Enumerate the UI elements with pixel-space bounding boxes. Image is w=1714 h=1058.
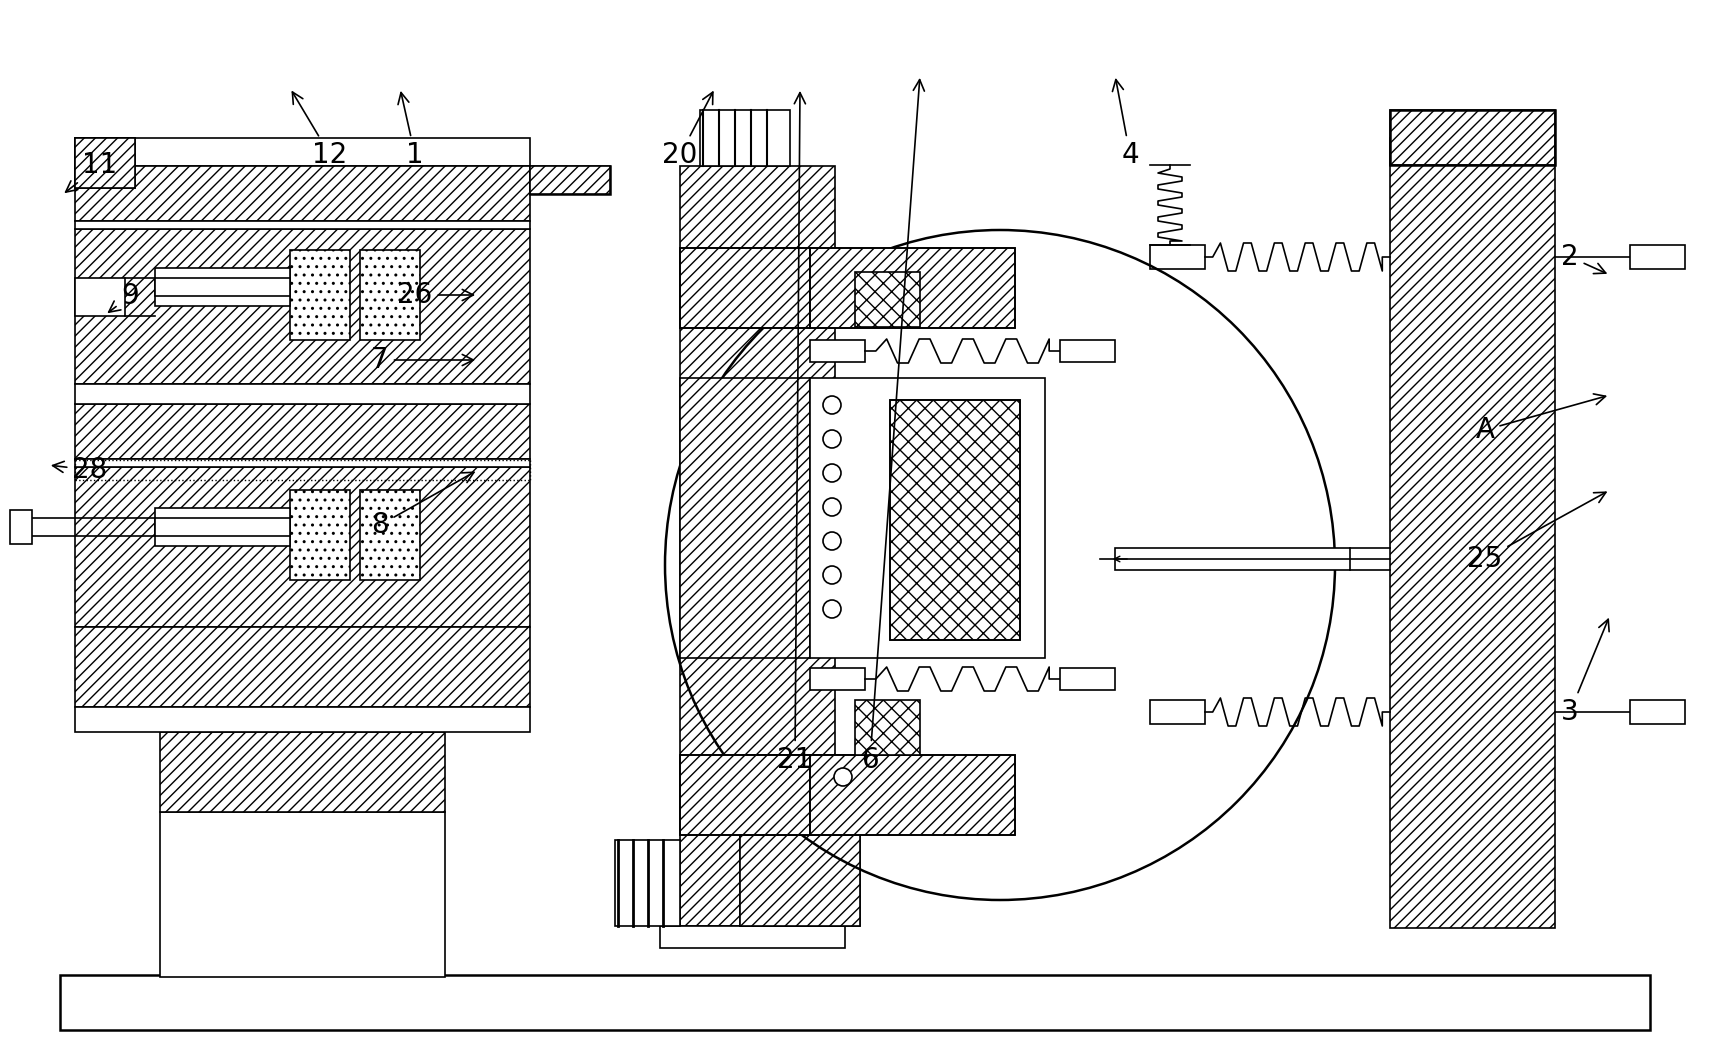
Bar — [1628, 245, 1685, 269]
Text: 21: 21 — [776, 93, 812, 774]
Text: 8: 8 — [370, 472, 473, 539]
Bar — [154, 518, 290, 536]
Bar — [154, 268, 290, 306]
Circle shape — [823, 566, 840, 584]
Text: 12: 12 — [291, 92, 348, 169]
Bar — [890, 400, 1020, 640]
Text: 4: 4 — [1112, 79, 1138, 169]
Bar — [1059, 340, 1114, 362]
Bar — [360, 250, 420, 340]
Circle shape — [823, 464, 840, 482]
Text: 2: 2 — [1560, 243, 1604, 274]
Bar — [75, 627, 530, 707]
Bar — [809, 755, 1015, 835]
Bar — [75, 467, 530, 627]
Text: 6: 6 — [860, 79, 924, 774]
Bar — [809, 340, 864, 362]
Bar — [75, 166, 530, 221]
Bar — [290, 490, 350, 580]
Bar — [75, 459, 530, 467]
Bar — [680, 166, 835, 926]
Bar — [739, 829, 859, 926]
Circle shape — [833, 768, 852, 786]
Bar — [660, 926, 845, 948]
Bar — [855, 700, 919, 755]
Text: 11: 11 — [65, 151, 118, 193]
Bar — [75, 229, 530, 384]
Bar — [615, 840, 680, 926]
Text: 7: 7 — [370, 346, 473, 373]
Bar — [154, 278, 290, 296]
Bar — [75, 384, 530, 404]
Bar — [1388, 138, 1555, 928]
Bar — [75, 138, 135, 188]
Bar — [680, 378, 809, 658]
Bar — [360, 490, 420, 580]
Bar — [75, 278, 125, 316]
Bar — [1150, 245, 1205, 269]
Bar — [154, 508, 290, 546]
Bar — [1114, 548, 1349, 570]
Circle shape — [823, 498, 840, 516]
Bar — [809, 668, 864, 690]
Circle shape — [823, 396, 840, 414]
Bar — [75, 707, 530, 732]
Bar — [809, 248, 1015, 328]
Bar — [809, 248, 1015, 328]
Bar — [159, 732, 444, 811]
Text: 3: 3 — [1560, 619, 1608, 726]
Bar — [680, 755, 809, 835]
Bar — [1059, 668, 1114, 690]
Text: A: A — [1474, 394, 1604, 444]
Bar — [1388, 110, 1555, 165]
Text: 25: 25 — [1467, 492, 1604, 573]
Bar — [1388, 110, 1555, 165]
Bar — [75, 138, 135, 188]
Text: 1: 1 — [398, 92, 423, 169]
Bar — [809, 378, 1044, 658]
Circle shape — [823, 600, 840, 618]
Bar — [530, 166, 610, 194]
Text: 9: 9 — [108, 282, 139, 312]
Circle shape — [823, 532, 840, 550]
Bar — [75, 404, 530, 459]
Bar — [75, 138, 530, 166]
Bar — [1150, 700, 1205, 724]
Circle shape — [761, 781, 788, 809]
Bar — [855, 272, 919, 327]
Text: 20: 20 — [662, 92, 713, 169]
Bar — [1628, 700, 1685, 724]
FancyBboxPatch shape — [742, 755, 857, 835]
Bar — [159, 811, 444, 977]
Text: 28: 28 — [53, 456, 108, 484]
Bar — [680, 248, 809, 328]
Bar — [60, 975, 1649, 1030]
Bar — [530, 166, 610, 194]
Bar — [10, 510, 33, 544]
Bar — [290, 250, 350, 340]
Bar — [739, 829, 859, 926]
Bar — [890, 400, 1020, 640]
Bar — [809, 755, 1015, 835]
Circle shape — [823, 430, 840, 448]
Bar — [680, 755, 809, 835]
Bar — [699, 110, 790, 166]
Text: 26: 26 — [398, 281, 473, 309]
Bar — [75, 221, 530, 229]
Bar — [680, 248, 809, 328]
